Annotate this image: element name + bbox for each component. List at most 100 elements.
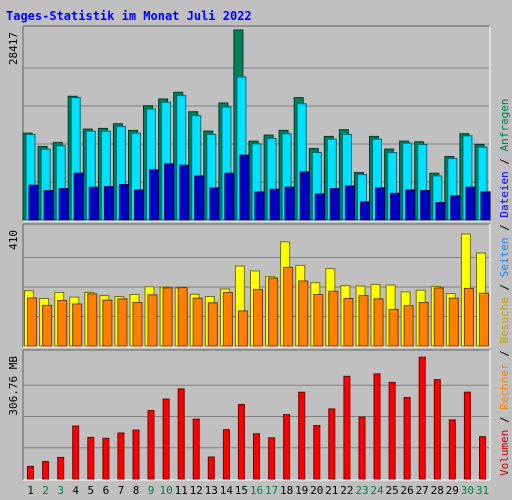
y-tick-label-bottom: 306.76 MB bbox=[7, 356, 20, 416]
legend-entry-seiten: Seiten bbox=[498, 238, 511, 278]
bar-seiten-day-25: Seiten 25: 4000 bbox=[390, 192, 401, 221]
bar-volumen-day-8: Volumen 8: 120 bbox=[132, 429, 140, 480]
bar-volumen-day-6: Volumen 6: 100 bbox=[102, 437, 110, 480]
bar-seiten-day-24: Seiten 24: 4800 bbox=[375, 187, 385, 221]
bar-rechner-day-16: Rechner 16: 196 bbox=[253, 289, 263, 347]
bar-rechner-day-21: Rechner 21: 190 bbox=[328, 290, 339, 347]
bar-seiten-day-22: Seiten 22: 5100 bbox=[344, 185, 355, 221]
x-axis-day-labels: 1 2 3 4 5 6 7 8 9 10 11 12 13 14 15 16 17 18 19 20 21 22 23 24 2… bbox=[27, 484, 489, 497]
panel-bottom: 306.76 MB Volumen 1: 31 Volumen 2: 43 Volum… bbox=[7, 349, 491, 481]
bar-volumen-day-15: Volumen 15: 183 bbox=[237, 403, 245, 480]
bar-seiten-day-12: Seiten 12: 6600 bbox=[194, 175, 205, 221]
bar-rechner-day-23: Rechner 23: 175 bbox=[358, 295, 369, 347]
x-tick-label-day-17: 17 bbox=[265, 484, 278, 497]
bar-rechner-day-10: Rechner 10: 202 bbox=[162, 287, 173, 347]
x-tick-label-day-24: 24 bbox=[370, 484, 384, 497]
bar-seiten-day-15: Seiten 15: 9700 bbox=[239, 154, 250, 221]
bar-seiten-day-20: Seiten 20: 3900 bbox=[314, 193, 325, 221]
bar-seiten-day-5: Seiten 5: 4900 bbox=[88, 186, 99, 221]
bar-volumen-day-5: Volumen 5: 102 bbox=[87, 436, 95, 480]
bar-rechner-day-17: Rechner 17: 236 bbox=[268, 277, 279, 347]
x-tick-label-day-29: 29 bbox=[446, 484, 459, 497]
bar-volumen-day-18: Volumen 18: 158 bbox=[283, 414, 291, 480]
legend-entry-besuche: Besuche bbox=[498, 297, 511, 343]
legend-separator: / bbox=[498, 218, 511, 238]
bar-volumen-day-22: Volumen 22: 252 bbox=[343, 375, 351, 480]
x-tick-label-day-8: 8 bbox=[133, 484, 140, 497]
bar-seiten-day-11: Seiten 11: 8200 bbox=[179, 164, 190, 221]
bar-volumen-day-28: Volumen 28: 244 bbox=[433, 379, 441, 480]
x-tick-label-day-9: 9 bbox=[148, 484, 155, 497]
bar-volumen-day-27: Volumen 27: 299 bbox=[418, 356, 426, 480]
x-tick-label-day-4: 4 bbox=[72, 484, 79, 497]
legend-separator: / bbox=[498, 277, 511, 297]
x-tick-label-day-20: 20 bbox=[310, 484, 323, 497]
bar-seiten-day-30: Seiten 30: 4900 bbox=[465, 186, 476, 221]
legend-entry-anfragen: Anfragen bbox=[498, 98, 511, 151]
bar-volumen-day-4: Volumen 4: 130 bbox=[72, 425, 80, 480]
bar-volumen-day-26: Volumen 26: 200 bbox=[403, 397, 411, 480]
bar-rechner-day-29: Rechner 29: 166 bbox=[448, 297, 459, 347]
bar-volumen-day-25: Volumen 25: 237 bbox=[388, 381, 396, 480]
x-tick-label-day-10: 10 bbox=[159, 484, 172, 497]
x-tick-label-day-27: 27 bbox=[416, 484, 429, 497]
bar-seiten-day-29: Seiten 29: 3600 bbox=[450, 195, 461, 221]
bar-seiten-day-2: Seiten 2: 4400 bbox=[43, 190, 54, 221]
bar-rechner-day-8: Rechner 8: 151 bbox=[132, 302, 143, 347]
x-tick-label-day-11: 11 bbox=[175, 484, 188, 497]
bar-rechner-day-6: Rechner 6: 159 bbox=[102, 299, 113, 347]
legend-entry-rechner: Rechner bbox=[498, 363, 511, 410]
panel-middle: 410Besuche 1: 192Besuche 2: 165Besuche 3… bbox=[7, 223, 491, 348]
bar-volumen-day-29: Volumen 29: 145 bbox=[448, 419, 456, 480]
bar-rechner-day-4: Rechner 4: 146 bbox=[72, 303, 83, 347]
bar-volumen-day-13: Volumen 13: 54 bbox=[207, 456, 215, 480]
x-tick-label-day-2: 2 bbox=[42, 484, 49, 497]
bar-seiten-day-7: Seiten 7: 5300 bbox=[118, 184, 129, 221]
x-tick-label-day-5: 5 bbox=[87, 484, 94, 497]
bar-volumen-day-2: Volumen 2: 43 bbox=[42, 461, 50, 480]
x-tick-label-day-1: 1 bbox=[27, 484, 34, 497]
bar-volumen-day-21: Volumen 21: 172 bbox=[328, 408, 336, 480]
bar-rechner-day-5: Rechner 5: 181 bbox=[87, 293, 98, 347]
x-tick-label-day-12: 12 bbox=[190, 484, 203, 497]
bar-seiten-day-3: Seiten 3: 4700 bbox=[58, 188, 69, 221]
x-tick-label-day-31: 31 bbox=[476, 484, 489, 497]
bar-volumen-day-14: Volumen 14: 121 bbox=[222, 429, 230, 480]
bar-seiten-day-14: Seiten 14: 7000 bbox=[224, 172, 235, 221]
x-tick-label-day-28: 28 bbox=[431, 484, 444, 497]
x-tick-label-day-21: 21 bbox=[325, 484, 338, 497]
bar-rechner-day-7: Rechner 7: 164 bbox=[117, 298, 128, 347]
bar-volumen-day-9: Volumen 9: 168 bbox=[147, 410, 155, 480]
bar-seiten-day-6: Seiten 6: 5000 bbox=[103, 186, 114, 221]
bar-rechner-day-19: Rechner 19: 226 bbox=[298, 280, 309, 347]
x-tick-label-day-3: 3 bbox=[57, 484, 64, 497]
bar-volumen-day-3: Volumen 3: 53 bbox=[57, 456, 65, 480]
x-tick-label-day-18: 18 bbox=[280, 484, 293, 497]
y-tick-label-top: 28417 bbox=[7, 32, 20, 65]
bar-rechner-day-9: Rechner 9: 178 bbox=[147, 294, 158, 347]
bar-rechner-day-26: Rechner 26: 140 bbox=[403, 305, 414, 347]
bar-volumen-day-30: Volumen 30: 213 bbox=[463, 391, 471, 480]
bar-volumen-day-31: Volumen 31: 104 bbox=[479, 436, 486, 480]
bar-rechner-day-20: Rechner 20: 179 bbox=[313, 294, 324, 347]
bar-volumen-day-16: Volumen 16: 111 bbox=[253, 433, 260, 480]
legend-entry-dateien: Dateien bbox=[498, 171, 511, 217]
x-tick-label-day-15: 15 bbox=[235, 484, 248, 497]
bar-seiten-day-8: Seiten 8: 4500 bbox=[134, 189, 144, 221]
x-tick-label-day-23: 23 bbox=[355, 484, 368, 497]
x-tick-label-day-19: 19 bbox=[295, 484, 308, 497]
bar-seiten-day-9: Seiten 9: 7500 bbox=[149, 169, 159, 221]
bar-volumen-day-19: Volumen 19: 213 bbox=[298, 391, 306, 480]
bar-volumen-day-12: Volumen 12: 147 bbox=[192, 418, 200, 480]
bar-seiten-day-23: Seiten 23: 2700 bbox=[360, 201, 370, 221]
bar-seiten-day-16: Seiten 16: 4200 bbox=[254, 191, 265, 221]
bar-seiten-day-4: Seiten 4: 7000 bbox=[73, 172, 84, 221]
bar-volumen-day-20: Volumen 20: 131 bbox=[313, 425, 321, 480]
legend-separator: / bbox=[498, 344, 511, 364]
bar-seiten-day-10: Seiten 10: 8400 bbox=[164, 163, 175, 221]
bar-rechner-day-11: Rechner 11: 203 bbox=[177, 287, 188, 347]
bar-rechner-day-22: Rechner 22: 165 bbox=[343, 298, 354, 347]
x-tick-label-day-30: 30 bbox=[461, 484, 474, 497]
bar-volumen-day-10: Volumen 10: 196 bbox=[162, 398, 170, 480]
